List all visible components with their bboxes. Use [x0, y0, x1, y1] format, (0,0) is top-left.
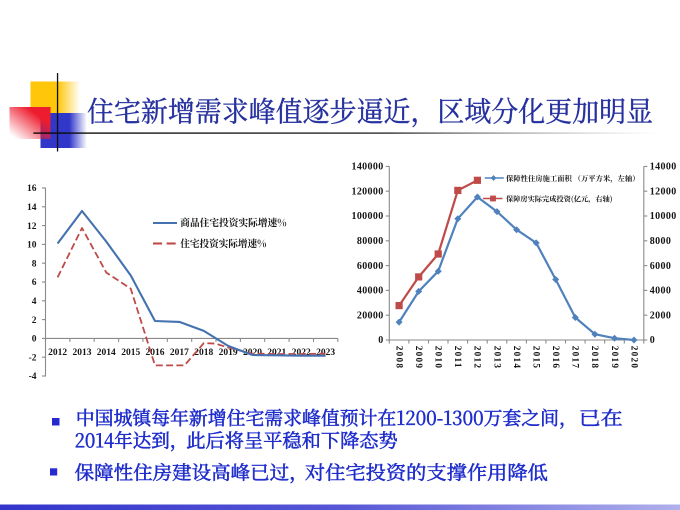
svg-text:2017: 2017 [570, 346, 580, 370]
svg-text:2023: 2023 [316, 348, 335, 358]
svg-text:12000: 12000 [650, 186, 677, 197]
svg-text:140000: 140000 [351, 162, 383, 173]
svg-text:8: 8 [32, 259, 37, 269]
svg-text:0: 0 [378, 335, 383, 346]
svg-text:2021: 2021 [267, 348, 286, 358]
svg-text:2011: 2011 [452, 346, 462, 369]
svg-text:2018: 2018 [194, 348, 213, 358]
svg-text:10: 10 [27, 241, 37, 251]
svg-text:-4: -4 [29, 372, 37, 382]
svg-text:8000: 8000 [650, 236, 671, 247]
svg-text:120000: 120000 [351, 186, 383, 197]
svg-text:2016: 2016 [550, 346, 560, 370]
svg-text:12: 12 [27, 222, 37, 232]
svg-text:2016: 2016 [146, 348, 165, 358]
svg-text:2018: 2018 [589, 346, 599, 370]
svg-text:2010: 2010 [433, 346, 443, 370]
svg-text:10000: 10000 [650, 211, 677, 222]
svg-text:14: 14 [27, 203, 37, 213]
svg-text:2013: 2013 [73, 348, 92, 358]
svg-text:40000: 40000 [357, 286, 384, 297]
svg-text:2014: 2014 [97, 348, 116, 358]
svg-text:2015: 2015 [531, 346, 541, 370]
svg-text:20000: 20000 [357, 310, 384, 321]
svg-text:6: 6 [32, 278, 37, 288]
svg-text:0: 0 [650, 335, 655, 346]
svg-text:6000: 6000 [650, 261, 671, 272]
svg-text:2000: 2000 [650, 310, 671, 321]
svg-text:2012: 2012 [472, 346, 482, 370]
svg-text:0: 0 [32, 335, 37, 345]
svg-text:16: 16 [27, 184, 37, 194]
svg-text:2: 2 [32, 316, 37, 326]
svg-text:2019: 2019 [219, 348, 238, 358]
svg-text:2014: 2014 [511, 346, 521, 370]
svg-text:2017: 2017 [170, 348, 189, 358]
svg-text:2020: 2020 [628, 346, 638, 370]
svg-text:100000: 100000 [351, 211, 383, 222]
svg-text:2008: 2008 [393, 346, 403, 370]
svg-text:2012: 2012 [48, 348, 67, 358]
svg-text:2013: 2013 [491, 346, 501, 370]
svg-text:2015: 2015 [121, 348, 140, 358]
svg-text:80000: 80000 [357, 236, 384, 247]
svg-text:60000: 60000 [357, 261, 384, 272]
svg-text:2019: 2019 [609, 346, 619, 370]
svg-text:14000: 14000 [650, 162, 677, 173]
svg-text:4000: 4000 [650, 286, 671, 297]
svg-text:4: 4 [32, 297, 37, 307]
svg-text:-2: -2 [29, 353, 37, 363]
svg-text:2009: 2009 [413, 346, 423, 370]
